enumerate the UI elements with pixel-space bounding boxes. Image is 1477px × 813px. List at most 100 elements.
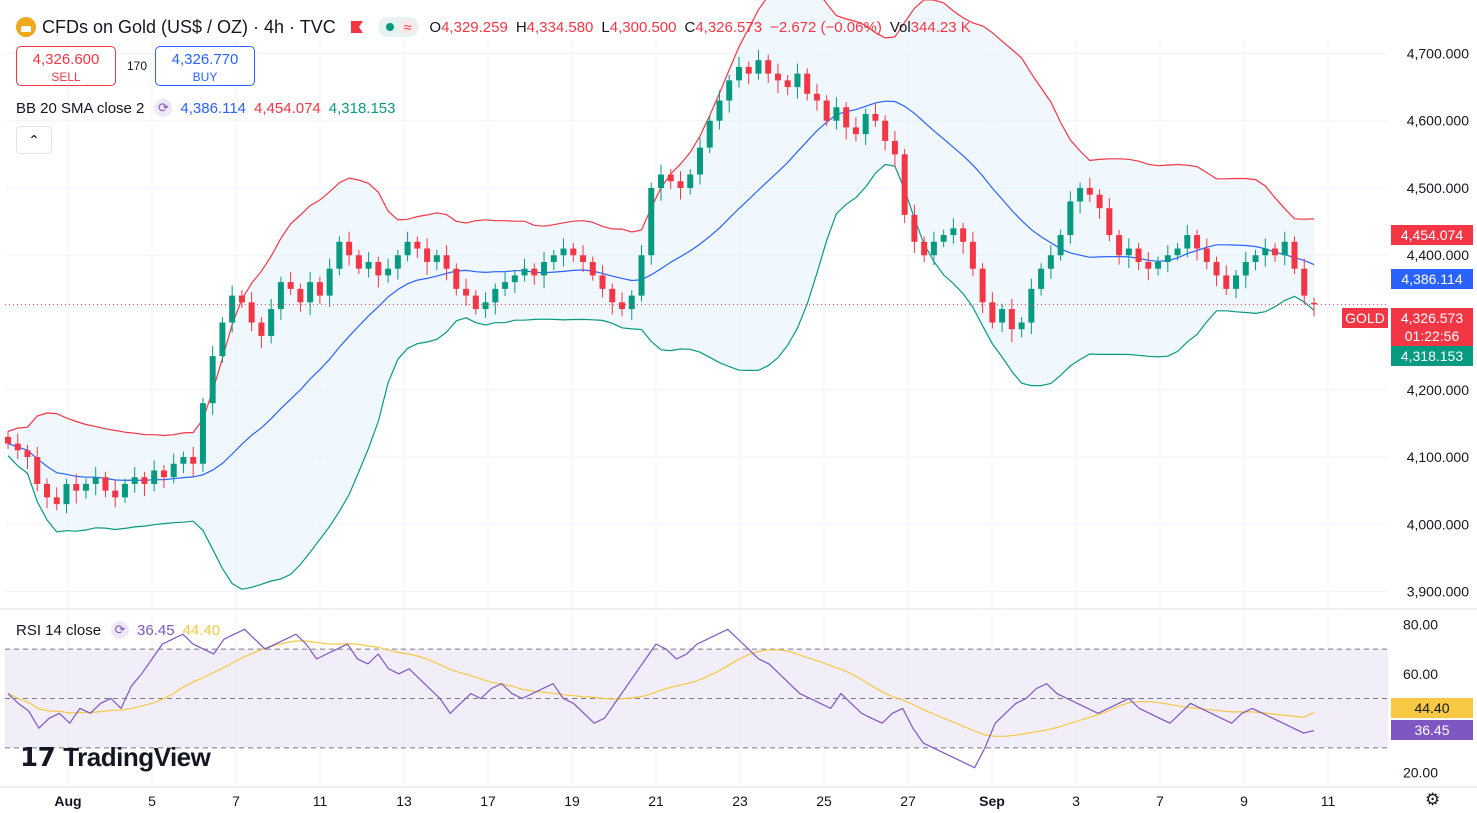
candle [862, 108, 869, 145]
candle [463, 278, 470, 306]
candle-body [521, 268, 528, 276]
price-tick-label: 4,200.000 [1407, 382, 1469, 398]
candle [336, 236, 343, 276]
candle [609, 283, 616, 315]
candle [1067, 191, 1074, 244]
candle [287, 272, 294, 295]
candle [774, 63, 781, 94]
candle [190, 446, 197, 477]
tradingview-logo[interactable]: 𝟭𝟳 TradingView [20, 742, 211, 773]
candle-body [706, 120, 713, 148]
candle [414, 236, 421, 258]
candle-body [628, 295, 635, 310]
candle [131, 467, 138, 493]
bb-indicator-name[interactable]: BB 20 SMA close 2 [16, 99, 145, 117]
candle [326, 258, 333, 308]
candle [950, 218, 957, 244]
candle [979, 263, 986, 314]
candle-body [609, 288, 616, 303]
candle [813, 83, 820, 111]
wave-icon: ≈ [399, 19, 416, 35]
rsi-settings-icon[interactable]: ⟳ [111, 621, 130, 639]
candle [823, 95, 830, 127]
candle [92, 467, 99, 496]
candle-body [619, 302, 626, 310]
bb-indicator-legend[interactable]: BB 20 SMA close 2 ⟳ 4,386.114 4,454.074 … [16, 97, 404, 119]
candle [628, 290, 635, 320]
bb-lower-price-tag: 4,318.153 [1391, 346, 1473, 366]
candle [638, 245, 645, 302]
candle-body [580, 255, 587, 262]
time-tick-label: Aug [54, 793, 81, 809]
candle-body [219, 322, 226, 357]
time-tick-label: 7 [1156, 793, 1164, 809]
flag-icon[interactable] [350, 20, 364, 34]
price-tick-label: 4,100.000 [1407, 449, 1469, 465]
rsi-tick-label: 80.00 [1403, 616, 1438, 632]
candle [696, 137, 703, 185]
time-axis[interactable]: Aug 5 7 11 13 17 19 21 23 25 27 Sep 3 7 9 11 [54, 793, 1335, 809]
candle [424, 238, 431, 275]
rsi-line [7, 628, 1315, 769]
candle-body [1203, 248, 1210, 262]
candle [453, 263, 460, 296]
candle [658, 164, 664, 201]
candle-body [1008, 309, 1015, 330]
rsi-indicator-name[interactable]: RSI 14 close [16, 621, 102, 639]
candle [1262, 238, 1269, 267]
candle-body [599, 275, 606, 289]
candle-body [648, 187, 655, 256]
candle-body [326, 268, 333, 296]
candle [502, 272, 509, 297]
candle [1203, 238, 1210, 270]
candle [872, 103, 879, 127]
candle [1106, 198, 1113, 242]
rsi-value-tag: 36.45 [1391, 720, 1473, 740]
indicator-settings-icon[interactable]: ⟳ [154, 99, 173, 117]
candle-body [365, 261, 372, 269]
candle-body [1145, 261, 1152, 269]
candle-body [1155, 261, 1162, 269]
rsi-indicator-legend[interactable]: RSI 14 close ⟳ 36.45 44.40 [16, 619, 228, 641]
last-price-value: 4,326.573 [1400, 310, 1464, 326]
buy-button[interactable]: 4,326.770 BUY [155, 46, 255, 86]
market-status-pill[interactable]: ≈ [377, 17, 420, 37]
candle-body [677, 181, 684, 188]
symbol-title[interactable]: CFDs on Gold (US$ / OZ) · 4h · TVC [42, 16, 336, 37]
collapse-legend-button[interactable]: ⌃ [16, 126, 52, 154]
candle [307, 272, 314, 316]
candle-body [1125, 248, 1132, 256]
candle [1038, 263, 1045, 296]
bar-countdown: 01:22:56 [1404, 328, 1460, 344]
candle-body [1311, 302, 1317, 305]
candle-body [735, 66, 742, 81]
candle-body [170, 463, 177, 478]
symbol-header[interactable]: CFDs on Gold (US$ / OZ) · 4h · TVC ≈ O4,… [16, 14, 979, 40]
candle-body [638, 255, 645, 296]
time-tick-label: 13 [396, 793, 412, 809]
candle-body [43, 483, 50, 498]
candle-body [248, 302, 255, 323]
time-tick-label: 17 [480, 793, 496, 809]
candle [619, 292, 626, 317]
candle-body [53, 497, 60, 505]
spread-value: 170 [127, 59, 148, 73]
candle-body [813, 93, 820, 101]
bb-basis-price-tag: 4,386.114 [1391, 269, 1473, 289]
price-tick-label: 4,400.000 [1407, 247, 1469, 263]
candle-body [550, 255, 557, 262]
candle-body [667, 174, 674, 182]
rsi-tick-label: 60.00 [1403, 666, 1438, 682]
candle [667, 169, 674, 190]
sell-button[interactable]: 4,326.600 SELL [16, 46, 116, 86]
candle-body [92, 477, 99, 484]
price-axis[interactable]: 4,700.000 4,600.000 4,500.000 4,400.000 4,20… [1403, 45, 1469, 780]
price-tick-label: 4,600.000 [1407, 113, 1469, 129]
candle-body [1252, 255, 1259, 262]
candle [999, 303, 1006, 332]
candle-body [1116, 235, 1123, 256]
candle-body [1038, 268, 1045, 289]
chart-settings-gear-icon[interactable]: ⚙ [1425, 790, 1441, 809]
candle [34, 446, 41, 492]
